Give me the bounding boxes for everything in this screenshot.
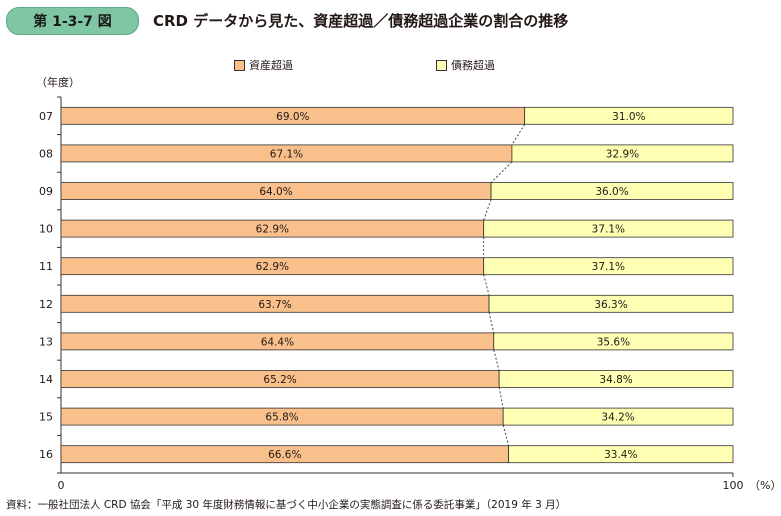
category-label: 09 [39,185,53,198]
bar-debt-excess [483,257,734,276]
bar-debt-excess [524,106,734,125]
legend-swatch-debt-excess [436,59,447,71]
data-label-asset-surplus: 69.0% [276,111,309,123]
data-label-debt-excess: 31.0% [612,111,645,123]
legend-swatch-asset-surplus [234,59,245,71]
bar-debt-excess [498,370,734,388]
data-label-asset-surplus: 65.8% [265,412,298,424]
connector-line [488,312,495,334]
bar-debt-excess [508,445,734,464]
category-label: 08 [39,147,53,160]
figure-header: 第 1-3-7 図 CRD データから見た、資産超過／債務超過企業の割合の推移 [6,7,776,35]
category-label: 07 [39,110,53,123]
bar-debt-excess [490,182,734,200]
data-label-asset-surplus: 65.2% [263,374,296,386]
bar-debt-excess [488,294,734,313]
figure-title: CRD データから見た、資産超過／債務超過企業の割合の推移 [153,12,569,30]
category-label: 13 [39,335,53,348]
legend-item-asset-surplus: 資産超過 [234,57,293,73]
category-label: 14 [39,373,53,386]
category-label: 11 [39,260,53,273]
data-label-asset-surplus: 64.0% [259,186,292,198]
data-label-debt-excess: 35.6% [597,336,630,348]
connector-line [483,274,490,296]
y-axis-label: （年度） [36,75,80,89]
data-label-asset-surplus: 66.6% [268,449,301,461]
figure-number-badge: 第 1-3-7 図 [6,7,139,35]
data-label-debt-excess: 34.2% [601,412,634,424]
connector-line [493,349,500,371]
category-label: 16 [39,448,53,461]
data-label-debt-excess: 36.3% [594,299,627,311]
data-label-asset-surplus: 64.4% [261,336,294,348]
category-label: 15 [39,411,53,424]
connector-line [490,161,513,183]
connector-line [498,387,504,409]
bar-debt-excess [502,407,734,426]
bar-debt-excess [483,219,734,238]
x-axis-unit: （%） [749,479,781,492]
data-label-debt-excess: 37.1% [592,261,625,273]
x-tick-label: 100 [723,479,744,492]
data-label-asset-surplus: 67.1% [270,148,303,160]
connector-line [502,424,509,446]
category-label: 12 [39,298,53,311]
category-label: 10 [39,223,53,236]
data-label-asset-surplus: 62.9% [256,224,289,236]
data-label-debt-excess: 32.9% [606,148,639,160]
data-label-asset-surplus: 63.7% [258,299,291,311]
legend-label-debt-excess: 債務超過 [451,59,495,72]
source-note: 資料：一般社団法人 CRD 協会「平成 30 年度財務情報に基づく中小企業の実態… [6,499,567,511]
connector-line [483,199,492,221]
connector-line [511,124,526,146]
data-label-debt-excess: 37.1% [592,224,625,236]
data-label-debt-excess: 33.4% [604,449,637,461]
legend-label-asset-surplus: 資産超過 [249,59,293,72]
x-tick-label: 0 [58,479,65,492]
data-label-asset-surplus: 62.9% [256,261,289,273]
bar-debt-excess [493,332,734,351]
data-label-debt-excess: 34.8% [599,374,632,386]
data-label-debt-excess: 36.0% [595,186,628,198]
bar-debt-excess [511,144,734,163]
legend-item-debt-excess: 債務超過 [436,57,495,73]
